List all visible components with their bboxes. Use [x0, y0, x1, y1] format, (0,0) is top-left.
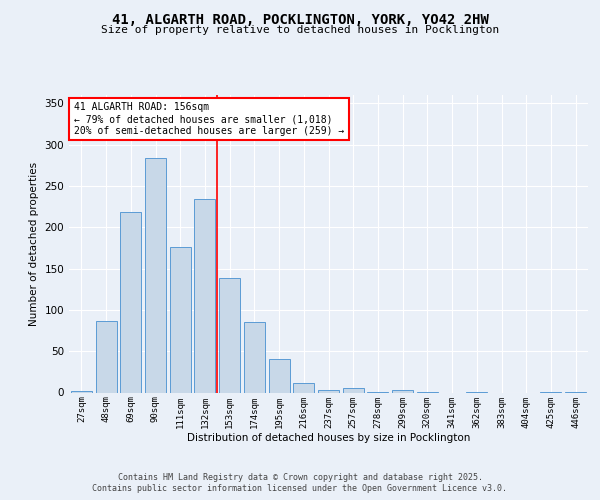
- Text: 41 ALGARTH ROAD: 156sqm
← 79% of detached houses are smaller (1,018)
20% of semi: 41 ALGARTH ROAD: 156sqm ← 79% of detache…: [74, 102, 344, 136]
- Bar: [392, 390, 413, 392]
- Bar: [219, 278, 240, 392]
- X-axis label: Distribution of detached houses by size in Pocklington: Distribution of detached houses by size …: [187, 433, 470, 443]
- Bar: [95, 322, 116, 392]
- Bar: [269, 360, 290, 392]
- Text: 41, ALGARTH ROAD, POCKLINGTON, YORK, YO42 2HW: 41, ALGARTH ROAD, POCKLINGTON, YORK, YO4…: [112, 12, 488, 26]
- Y-axis label: Number of detached properties: Number of detached properties: [29, 162, 39, 326]
- Bar: [194, 199, 215, 392]
- Bar: [293, 384, 314, 392]
- Text: Size of property relative to detached houses in Pocklington: Size of property relative to detached ho…: [101, 25, 499, 35]
- Bar: [318, 390, 339, 392]
- Bar: [120, 212, 141, 392]
- Bar: [71, 391, 92, 392]
- Text: Contains HM Land Registry data © Crown copyright and database right 2025.: Contains HM Land Registry data © Crown c…: [118, 472, 482, 482]
- Text: Contains public sector information licensed under the Open Government Licence v3: Contains public sector information licen…: [92, 484, 508, 493]
- Bar: [343, 388, 364, 392]
- Bar: [170, 247, 191, 392]
- Bar: [145, 158, 166, 392]
- Bar: [244, 322, 265, 392]
